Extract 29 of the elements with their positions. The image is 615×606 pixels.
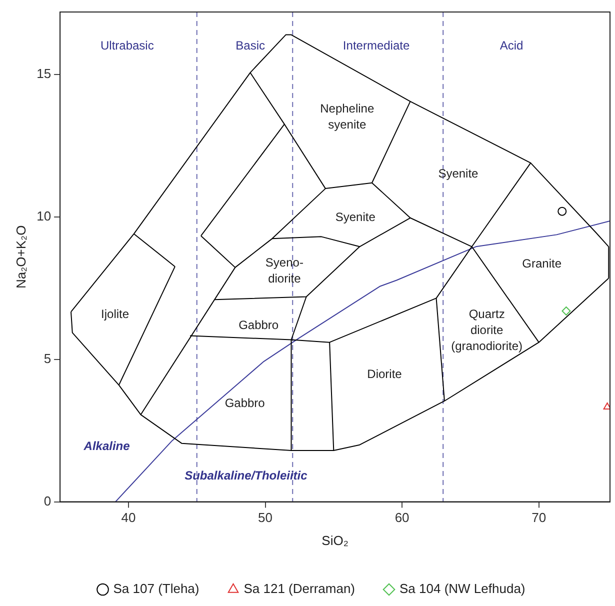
annotation: Ijolite [101, 307, 130, 322]
y-tick-label: 5 [44, 350, 52, 366]
x-tick-label: 60 [394, 510, 410, 526]
y-tick-label: 10 [36, 208, 52, 224]
annotation: Syenite [438, 166, 479, 180]
annotation: Gabbro [238, 318, 279, 332]
legend-label: Sa 121 (Derraman) [244, 581, 356, 596]
annotation: Diorite [367, 366, 402, 381]
annotation: Nepheline syenite [320, 102, 374, 132]
annotation: Ultrabasic [100, 38, 154, 53]
y-tick-label: 0 [44, 493, 52, 508]
y-axis-title: Na₂O+K₂O [13, 225, 28, 288]
legend-label: Sa 107 (Tleha) [113, 581, 200, 596]
legend-label: Sa 104 (NW Lefhuda) [400, 581, 526, 596]
annotation: Syenite [335, 210, 376, 224]
annotation: Syeno- diorite [265, 255, 304, 286]
annotation: Granite [522, 256, 562, 271]
annotation: Acid [500, 38, 524, 53]
annotation: Subalkaline/Tholeiitic [184, 468, 308, 483]
annotation: Alkaline [82, 438, 130, 453]
annotation: Intermediate [342, 38, 410, 53]
x-tick-label: 70 [532, 510, 546, 526]
x-tick-label: 50 [258, 510, 272, 526]
annotation: Quartz diorite (granodiorite) [451, 307, 522, 354]
x-tick-label: 40 [121, 510, 136, 526]
annotation: Basic [236, 38, 266, 53]
x-axis-title: SiO₂ [322, 532, 348, 548]
annotation: Gabbro [224, 396, 266, 410]
y-tick-label: 15 [36, 66, 52, 82]
